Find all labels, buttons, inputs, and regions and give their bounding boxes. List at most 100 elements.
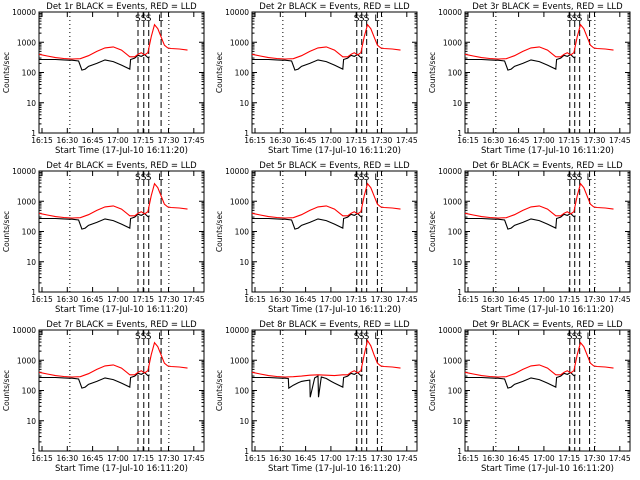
x-tick-label: 17:15	[558, 454, 580, 463]
x-axis-ticks: 16:15 16:30 16:45 17:00 17:15 17:30 17:45	[244, 330, 418, 463]
x-tick-label: 17:15	[558, 295, 580, 304]
dashed-marker-label: L	[587, 14, 592, 24]
dashed-marker-label: S	[572, 173, 578, 183]
detector-panel-7: Det 7r BLACK = Events, RED = LLD 1 10 100 10…	[2, 320, 205, 474]
dashed-marker-label: S	[359, 14, 365, 24]
y-tick-label: 10000	[225, 8, 249, 17]
x-axis-ticks: 16:15 16:30 16:45 17:00 17:15 17:30 17:45	[31, 330, 205, 463]
x-tick-label: 17:30	[371, 454, 393, 463]
x-axis-label: Start Time (17-Jul-10 16:11:20)	[268, 305, 401, 315]
y-tick-label: 10000	[438, 8, 462, 17]
x-tick-label: 17:30	[158, 136, 180, 145]
x-tick-label: 17:30	[371, 295, 393, 304]
y-tick-label: 1	[244, 447, 249, 456]
dashed-marker-label: S	[354, 173, 360, 183]
x-tick-label: 17:45	[396, 295, 418, 304]
x-tick-label: 16:45	[508, 295, 530, 304]
x-tick-label: 17:30	[584, 454, 606, 463]
dashed-marker-label: S	[135, 332, 141, 342]
dashed-marker-label: L	[158, 173, 163, 183]
dashed-marker-label: S	[567, 173, 573, 183]
x-tick-label: 17:00	[107, 136, 129, 145]
x-tick-label: 17:30	[158, 295, 180, 304]
x-tick-label: 17:45	[183, 136, 205, 145]
x-tick-label: 16:15	[457, 295, 479, 304]
x-axis-ticks: 16:15 16:30 16:45 17:00 17:15 17:30 17:45	[31, 12, 205, 145]
plot-frame	[464, 329, 631, 452]
y-tick-label: 1	[244, 129, 249, 138]
x-tick-label: 16:15	[457, 454, 479, 463]
x-tick-label: 16:45	[295, 295, 317, 304]
panel-title: Det 2r BLACK = Events, RED = LLD	[259, 2, 410, 12]
panel-title: Det 4r BLACK = Events, RED = LLD	[46, 161, 197, 171]
panel-title: Det 8r BLACK = Events, RED = LLD	[259, 320, 410, 330]
y-tick-label: 1000	[230, 356, 249, 365]
y-tick-label: 10	[452, 417, 462, 426]
plot-frame	[251, 11, 418, 134]
y-axis-ticks: 1 10 100 1000 10000	[438, 167, 630, 297]
dashed-marker-label: L	[158, 332, 163, 342]
panel-title: Det 9r BLACK = Events, RED = LLD	[472, 320, 623, 330]
y-axis-ticks: 1 10 100 1000 10000	[12, 8, 204, 138]
y-tick-label: 1	[457, 129, 462, 138]
y-tick-label: 10	[26, 258, 36, 267]
dashed-marker-label: L	[374, 14, 379, 24]
dashed-marker-label: S	[577, 332, 583, 342]
x-tick-label: 16:45	[295, 454, 317, 463]
series-line-events	[39, 371, 150, 389]
y-tick-label: 10	[26, 417, 36, 426]
x-tick-label: 16:15	[244, 136, 266, 145]
dashed-marker-label: S	[354, 14, 360, 24]
x-axis-label: Start Time (17-Jul-10 16:11:20)	[55, 464, 188, 474]
y-axis-ticks: 1 10 100 1000 10000	[438, 8, 630, 138]
y-tick-label: 1000	[443, 356, 462, 365]
x-axis-label: Start Time (17-Jul-10 16:11:20)	[481, 146, 614, 156]
y-tick-label: 10	[452, 99, 462, 108]
plot-frame	[251, 329, 418, 452]
x-tick-label: 16:30	[56, 295, 78, 304]
y-tick-label: 10000	[225, 167, 249, 176]
x-tick-label: 16:30	[56, 454, 78, 463]
y-tick-label: 100	[22, 228, 37, 237]
x-tick-label: 17:15	[345, 136, 367, 145]
series-line-events	[39, 212, 150, 230]
x-tick-label: 16:45	[508, 136, 530, 145]
dashed-marker-label: S	[141, 14, 147, 24]
x-axis-label: Start Time (17-Jul-10 16:11:20)	[55, 305, 188, 315]
y-axis-label: Counts/sec	[2, 211, 11, 252]
y-tick-label: 1	[31, 129, 36, 138]
dashed-marker-label: S	[572, 332, 578, 342]
dashed-marker-label: S	[141, 173, 147, 183]
x-axis-ticks: 16:15 16:30 16:45 17:00 17:15 17:30 17:45	[457, 171, 631, 304]
x-tick-label: 17:00	[107, 454, 129, 463]
plot-frame	[38, 329, 205, 452]
y-tick-label: 10	[26, 99, 36, 108]
x-tick-label: 17:45	[609, 136, 631, 145]
series-line-lld	[251, 182, 401, 219]
x-tick-label: 16:45	[82, 454, 104, 463]
dashed-marker-label: S	[567, 14, 573, 24]
y-tick-label: 100	[448, 387, 463, 396]
x-tick-label: 17:30	[584, 136, 606, 145]
y-axis-label: Counts/sec	[2, 52, 11, 93]
panel-title: Det 3r BLACK = Events, RED = LLD	[472, 2, 623, 12]
dashed-marker-label: L	[374, 332, 379, 342]
x-tick-label: 16:15	[457, 136, 479, 145]
y-tick-label: 1000	[230, 38, 249, 47]
y-tick-label: 10000	[438, 326, 462, 335]
x-tick-label: 17:15	[558, 136, 580, 145]
x-tick-label: 17:45	[609, 295, 631, 304]
x-tick-label: 16:30	[269, 295, 291, 304]
series-line-events	[252, 371, 363, 398]
series-line-lld	[38, 182, 188, 219]
series-line-lld	[38, 341, 188, 378]
y-tick-label: 1	[457, 447, 462, 456]
x-axis-ticks: 16:15 16:30 16:45 17:00 17:15 17:30 17:45	[457, 12, 631, 145]
plot-frame	[464, 11, 631, 134]
dashed-marker-label: S	[577, 173, 583, 183]
plot-frame	[464, 170, 631, 293]
x-tick-label: 17:45	[609, 454, 631, 463]
series-line-events	[465, 212, 576, 230]
y-tick-label: 100	[22, 69, 37, 78]
